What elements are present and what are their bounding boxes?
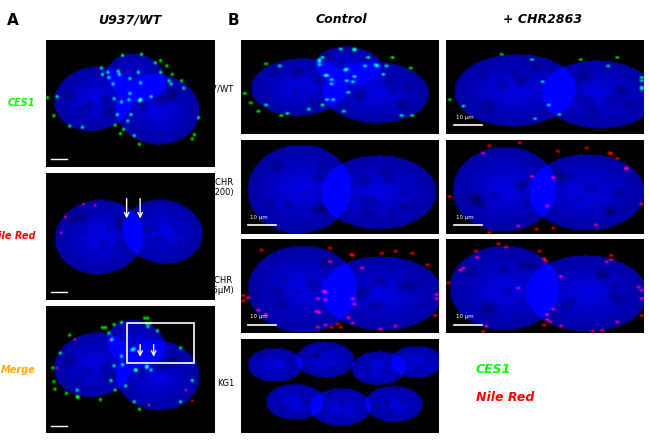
Text: Control: Control [315, 13, 367, 26]
Text: 10 μm: 10 μm [456, 214, 474, 220]
Text: U937/WT: U937/WT [98, 13, 162, 26]
Text: 10 μm: 10 μm [456, 115, 474, 120]
Text: 10 μm: 10 μm [456, 314, 474, 319]
Text: B: B [227, 13, 239, 28]
Text: U937/CHR
2863(5μM): U937/CHR 2863(5μM) [188, 276, 234, 295]
Text: Nile Red: Nile Red [476, 391, 534, 404]
Text: U937/WT: U937/WT [196, 84, 234, 93]
Text: 10 μm: 10 μm [250, 314, 268, 319]
Text: + CHR2863: + CHR2863 [503, 13, 582, 26]
Text: 10 μm: 10 μm [250, 214, 268, 220]
Text: Nile Red: Nile Red [0, 232, 35, 241]
Text: CES1: CES1 [8, 98, 35, 108]
Text: KG1: KG1 [216, 380, 234, 389]
Text: CES1: CES1 [476, 363, 511, 376]
Text: Merge: Merge [1, 365, 35, 375]
Bar [127, 323, 194, 363]
Text: U937/CHR
2863(200): U937/CHR 2863(200) [190, 178, 234, 197]
Text: A: A [6, 13, 18, 28]
